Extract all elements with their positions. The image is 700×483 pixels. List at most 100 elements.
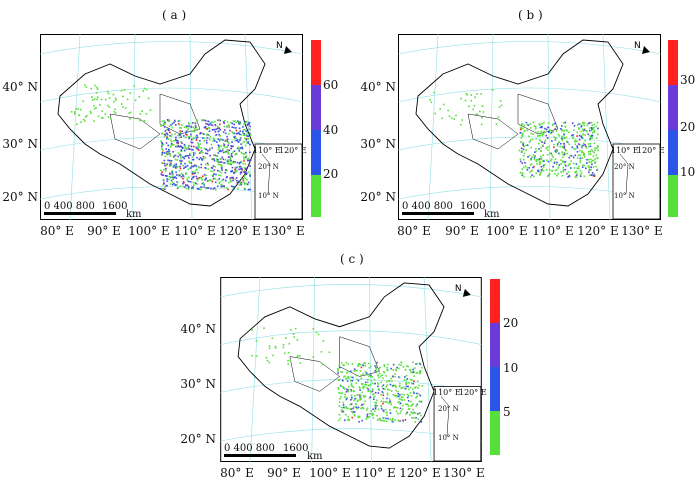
station-point [385, 420, 388, 423]
station-point [171, 170, 173, 172]
station-point [243, 123, 245, 126]
station-point [217, 147, 220, 149]
station-point [209, 136, 212, 138]
station-point [171, 183, 174, 186]
station-point [535, 148, 537, 150]
station-point [191, 187, 193, 189]
station-point [433, 91, 435, 94]
station-point [243, 183, 246, 186]
station-point [193, 154, 195, 156]
station-point [529, 164, 532, 166]
station-point [215, 128, 218, 130]
station-point [112, 93, 115, 96]
station-point [565, 149, 567, 152]
station-point [230, 147, 232, 150]
station-point [541, 141, 543, 143]
station-point [93, 120, 95, 122]
station-point [390, 420, 393, 422]
station-point [205, 174, 208, 177]
station-point [545, 134, 547, 137]
station-point [206, 123, 209, 125]
station-point [346, 371, 348, 374]
station-point [185, 126, 188, 129]
station-point [577, 143, 580, 145]
station-point [406, 393, 409, 396]
station-point [170, 140, 173, 143]
station-point [562, 122, 565, 124]
station-point [171, 126, 174, 129]
station-point [367, 384, 370, 387]
station-point [173, 140, 175, 142]
station-point [203, 184, 205, 186]
station-point [182, 146, 184, 149]
station-point [242, 132, 244, 134]
station-point [441, 117, 443, 120]
station-point [388, 389, 391, 391]
station-point [238, 127, 241, 130]
panel-b-label: ( b ) [518, 8, 543, 22]
station-point [350, 394, 353, 397]
station-point [162, 178, 165, 181]
station-point [350, 384, 353, 387]
station-point [396, 366, 398, 369]
station-point [392, 375, 394, 378]
station-point [357, 363, 360, 366]
station-point [163, 123, 165, 126]
station-point [255, 355, 258, 357]
station-point [350, 410, 353, 413]
station-point [380, 405, 383, 408]
station-point [200, 186, 202, 189]
station-point [164, 130, 166, 132]
station-point [230, 154, 233, 157]
station-point [289, 359, 292, 362]
station-point [294, 327, 297, 330]
station-point [162, 187, 165, 190]
station-point [174, 184, 176, 186]
station-point [212, 140, 214, 142]
station-point [212, 188, 215, 190]
station-point [382, 384, 385, 387]
station-point [201, 159, 204, 161]
station-point [562, 153, 564, 156]
station-point [274, 347, 277, 349]
station-point [91, 99, 94, 101]
station-point [205, 128, 208, 130]
station-point [173, 182, 175, 185]
station-point [563, 129, 565, 132]
station-point [352, 411, 354, 413]
station-point [244, 137, 246, 140]
station-point [346, 419, 349, 421]
station-point [244, 156, 247, 159]
c-cbar-5: 5 [503, 405, 511, 419]
station-point [392, 384, 395, 387]
station-point [584, 144, 586, 146]
station-point [360, 374, 362, 377]
station-point [230, 185, 233, 188]
station-point [575, 176, 577, 178]
station-point [75, 108, 77, 110]
station-point [382, 409, 384, 412]
station-point [94, 84, 96, 87]
station-point [537, 135, 539, 137]
station-point [592, 159, 595, 162]
c-inset-10n: 10° N [438, 434, 459, 442]
station-point [548, 131, 550, 133]
station-point [564, 125, 567, 128]
station-point [199, 132, 202, 134]
station-point [108, 97, 111, 99]
station-point [587, 122, 590, 125]
station-point [249, 175, 251, 177]
station-point [196, 119, 198, 122]
station-point [586, 124, 589, 127]
station-point [522, 173, 524, 176]
station-point [374, 382, 376, 385]
station-point [218, 133, 220, 136]
station-point [241, 147, 244, 150]
station-point [248, 159, 251, 161]
station-point [596, 157, 599, 160]
station-point [208, 134, 210, 137]
station-point [523, 124, 526, 127]
station-point [448, 115, 451, 118]
station-point [221, 169, 223, 171]
station-point [222, 142, 225, 145]
